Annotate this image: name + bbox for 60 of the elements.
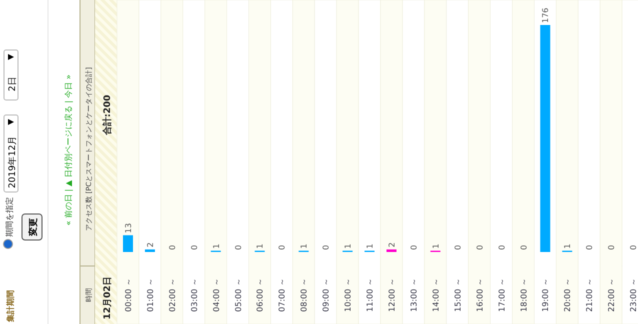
x-tick-label: 15:00 ～ xyxy=(453,278,462,312)
x-tick-label: 13:00 ～ xyxy=(409,278,418,312)
x-tick-label: 23:00 ～ xyxy=(629,278,638,312)
x-tick-label: 20:00 ～ xyxy=(563,278,572,312)
data-label: 13 xyxy=(124,223,133,234)
data-label: 1 xyxy=(256,244,265,249)
text: 期間を指定 xyxy=(5,197,14,237)
data-label: 0 xyxy=(409,244,418,250)
data-label: 1 xyxy=(366,244,375,249)
data-label: 176 xyxy=(541,8,550,23)
bar xyxy=(122,235,133,252)
data-label: 0 xyxy=(234,244,243,250)
data-label: 0 xyxy=(629,244,638,250)
x-tick-label: 07:00 ～ xyxy=(278,278,287,312)
x-tick-label: 22:00 ～ xyxy=(607,278,616,312)
data-label: 0 xyxy=(497,244,506,250)
x-tick-label: 11:00 ～ xyxy=(366,278,375,312)
text: 合計:200 xyxy=(102,94,113,136)
data-label: 0 xyxy=(190,244,199,250)
data-label: 0 xyxy=(519,244,528,250)
x-tick-label: 03:00 ～ xyxy=(190,278,199,312)
x-tick-label: 00:00 ～ xyxy=(124,278,133,312)
x-tick-label: 18:00 ～ xyxy=(519,278,528,312)
data-label: 0 xyxy=(322,244,331,250)
text: 12月02日 xyxy=(102,276,113,320)
x-tick-label: 01:00 ～ xyxy=(146,278,155,312)
x-tick-label: 06:00 ～ xyxy=(256,278,265,312)
data-label: 2 xyxy=(388,242,396,248)
x-tick-label: 05:00 ～ xyxy=(234,278,243,312)
x-tick-label: 02:00 ～ xyxy=(168,278,177,312)
x-tick-label: 04:00 ～ xyxy=(212,278,221,312)
text: 2日 xyxy=(8,76,18,92)
data-label: 0 xyxy=(607,244,616,250)
data-label: 1 xyxy=(300,244,309,249)
x-tick-label: 12:00 ～ xyxy=(388,278,396,312)
data-label: 1 xyxy=(431,244,440,249)
x-tick-label: 17:00 ～ xyxy=(497,278,506,312)
x-tick-label: 21:00 ～ xyxy=(585,278,594,312)
x-tick-label: 19:00 ～ xyxy=(541,278,550,312)
text: 2019年12月 xyxy=(7,136,18,188)
bar xyxy=(540,25,550,252)
x-tick-label: 10:00 ～ xyxy=(344,278,353,312)
data-label: 0 xyxy=(168,244,177,250)
text: 集計期間 xyxy=(6,290,15,323)
data-label: 0 xyxy=(585,244,594,250)
data-label: 0 xyxy=(475,244,484,250)
x-tick-label: 14:00 ～ xyxy=(431,278,440,312)
x-tick-label: 09:00 ～ xyxy=(322,278,331,312)
bar xyxy=(144,249,155,252)
x-tick-label: 16:00 ～ xyxy=(475,278,484,312)
data-label: 1 xyxy=(344,244,353,249)
x-tick-label: 08:00 ～ xyxy=(300,278,309,312)
data-label: 1 xyxy=(563,244,572,249)
data-label: 1 xyxy=(212,244,221,249)
data-label: 0 xyxy=(453,244,462,250)
text: 変更 xyxy=(28,218,39,237)
data-label: 2 xyxy=(146,242,155,248)
data-label: 0 xyxy=(278,244,287,250)
text: « 前の日 | ▲ 日付別ページに戻る | 今日 » xyxy=(64,74,73,226)
bar xyxy=(386,249,396,252)
